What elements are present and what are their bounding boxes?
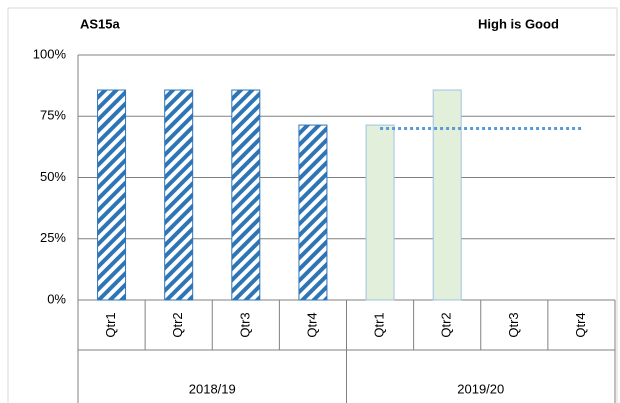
y-tick-label: 50% (40, 169, 66, 184)
y-tick-label: 100% (33, 46, 67, 61)
bar (432, 89, 462, 301)
x-tick-label: Qtr1 (103, 312, 118, 337)
group-label: 2019/20 (457, 381, 504, 396)
chart-subtitle: High is Good (478, 16, 559, 31)
bar (231, 89, 261, 301)
x-tick-label: Qtr1 (372, 312, 387, 337)
x-tick-label: Qtr2 (439, 312, 454, 337)
y-tick-label: 0% (47, 291, 66, 306)
x-tick-label: Qtr4 (573, 312, 588, 337)
x-tick-label: Qtr3 (237, 312, 252, 337)
bar (97, 89, 127, 301)
x-tick-label: Qtr2 (170, 312, 185, 337)
x-tick-label: Qtr4 (304, 312, 319, 337)
bar (365, 124, 395, 301)
y-tick-label: 75% (40, 108, 66, 123)
chart-title: AS15a (80, 16, 121, 31)
y-tick-label: 25% (40, 230, 66, 245)
bar (298, 124, 328, 301)
bar (164, 89, 194, 301)
x-tick-label: Qtr3 (506, 312, 521, 337)
group-label: 2018/19 (189, 381, 236, 396)
